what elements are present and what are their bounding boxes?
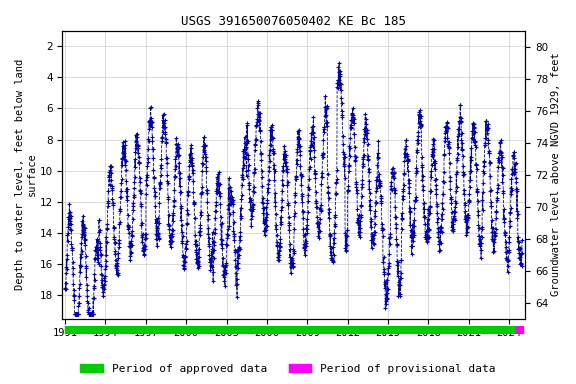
Legend: Period of approved data, Period of provisional data: Period of approved data, Period of provi… [76, 359, 500, 379]
Y-axis label: Depth to water level, feet below land
surface: Depth to water level, feet below land su… [15, 59, 37, 290]
Title: USGS 391650076050402 KE Bc 185: USGS 391650076050402 KE Bc 185 [181, 15, 406, 28]
Y-axis label: Groundwater level above NGVD 1929, feet: Groundwater level above NGVD 1929, feet [551, 53, 561, 296]
